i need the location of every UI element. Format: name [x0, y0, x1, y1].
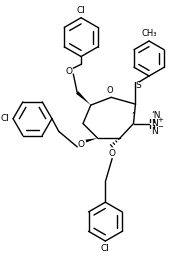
Polygon shape: [86, 138, 98, 143]
Text: O: O: [78, 140, 85, 149]
Text: O: O: [109, 149, 116, 158]
Text: CH₃: CH₃: [141, 29, 157, 38]
Text: ‘N: ‘N: [151, 111, 160, 120]
Text: Cl: Cl: [0, 114, 9, 123]
Text: N: N: [151, 119, 158, 128]
Text: Cl: Cl: [77, 6, 86, 15]
Text: O: O: [66, 66, 73, 76]
Text: O: O: [107, 86, 114, 95]
Text: +: +: [157, 117, 163, 123]
Text: Cl: Cl: [101, 244, 110, 253]
Text: S: S: [135, 81, 141, 90]
Text: −: −: [157, 124, 163, 130]
Polygon shape: [76, 91, 91, 105]
Text: ’: ’: [131, 112, 134, 121]
Text: N: N: [151, 127, 158, 136]
